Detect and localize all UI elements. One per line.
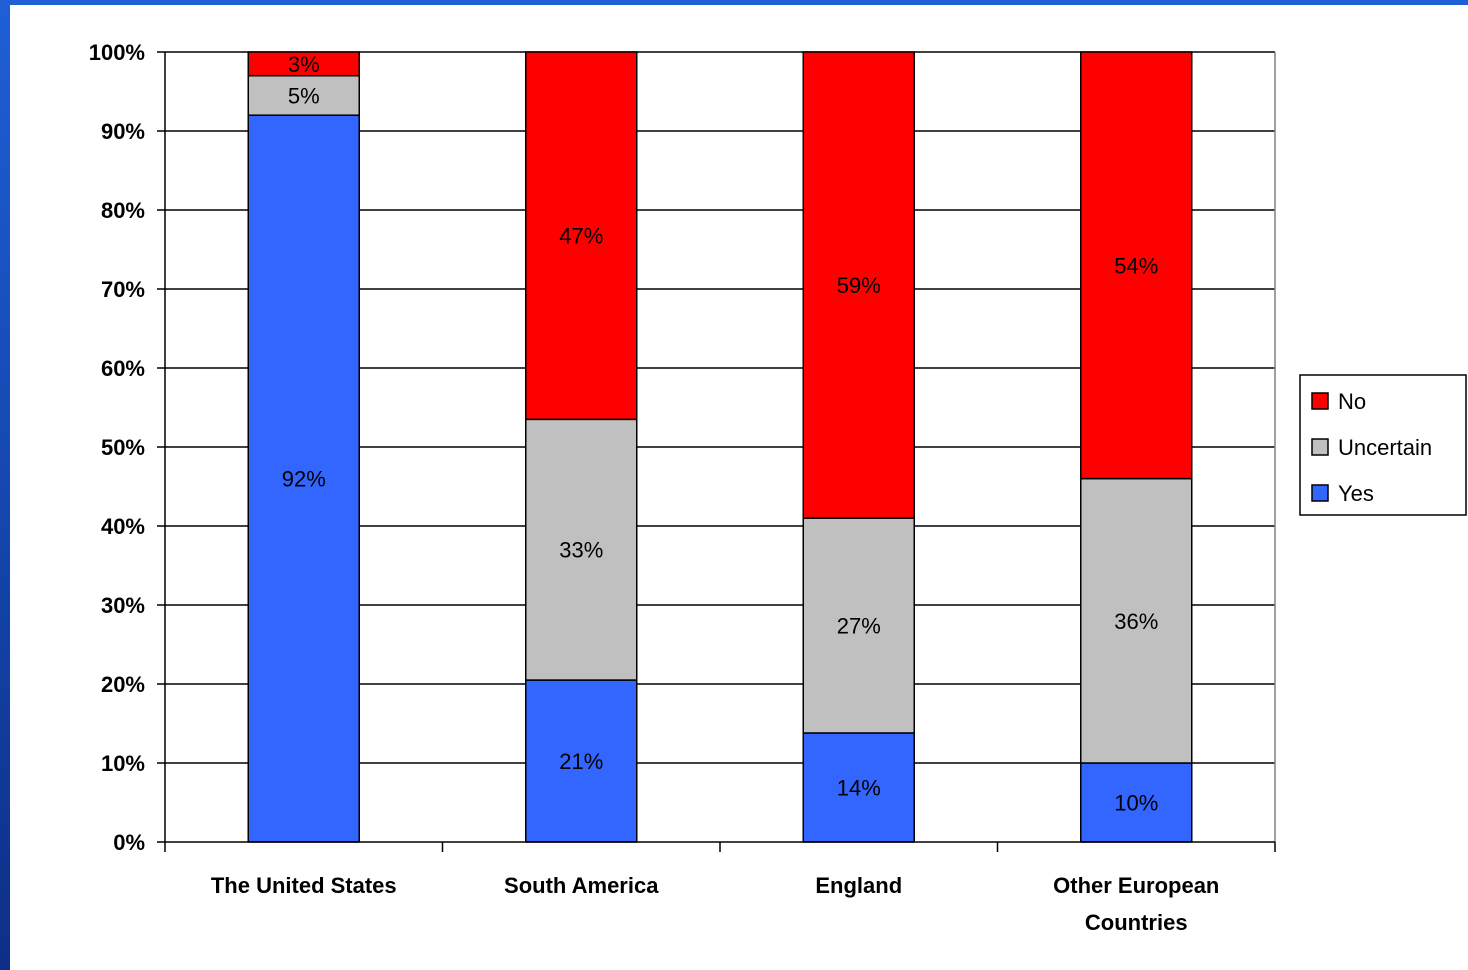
bar-uncertain-2 [802,517,915,734]
data-labels: 92% 5% 3% 21% 33% 47% 14% 27% 59% 10% 36% 54% [282,52,1159,816]
slide-top-border [0,0,1468,5]
data-label: 92% [282,467,326,492]
legend-swatch-yes [1311,484,1329,502]
y-tick-label: 20% [101,672,145,697]
bar-no-0 [247,51,360,77]
y-tick-label: 80% [101,198,145,223]
y-tick-label: 50% [101,435,145,460]
bar-uncertain-1 [525,418,638,681]
bar-no-1 [525,51,638,421]
y-tick-label: 60% [101,356,145,381]
data-label: 36% [1114,609,1158,634]
data-label: 10% [1114,791,1158,816]
bar-no-3 [1080,51,1193,480]
data-label: 54% [1114,253,1158,278]
y-tick-label: 0% [113,830,145,855]
legend-swatch-no [1311,392,1329,410]
data-label: 27% [837,614,881,639]
x-category-label: England [815,873,902,898]
data-label: 3% [288,52,320,77]
y-tick-label: 30% [101,593,145,618]
data-label: 14% [837,775,881,800]
slide-accent-bar [0,0,10,970]
bar-uncertain-3 [1080,477,1193,764]
y-tick-label: 90% [101,119,145,144]
legend-label: No [1338,389,1366,414]
data-label: 5% [288,83,320,108]
bars [247,51,1193,843]
y-tick-label: 100% [89,40,145,65]
data-label: 47% [559,224,603,249]
data-label: 33% [559,538,603,563]
y-tick-label: 10% [101,751,145,776]
data-label: 21% [559,749,603,774]
legend-label: Yes [1338,481,1374,506]
legend-label: Uncertain [1338,435,1432,460]
bar-no-2 [802,51,915,519]
x-category-label: Other European [1053,873,1219,898]
axes: 0% 10% 20% 30% 40% 50% 60% 70% 80% 90% 100% The Uni… [89,40,1276,935]
y-tick-label: 70% [101,277,145,302]
bar-yes-2 [802,732,915,843]
legend: No Uncertain Yes [1299,374,1467,516]
data-label: 59% [837,273,881,298]
bar-yes-1 [525,679,638,843]
legend-swatch-uncertain [1311,438,1329,456]
bar-yes-0 [247,114,360,843]
bar-uncertain-0 [247,74,360,116]
y-tick-label: 40% [101,514,145,539]
x-category-label: Countries [1085,910,1188,935]
bar-yes-3 [1080,762,1193,843]
x-category-label: The United States [211,873,397,898]
x-category-label: South America [504,873,659,898]
